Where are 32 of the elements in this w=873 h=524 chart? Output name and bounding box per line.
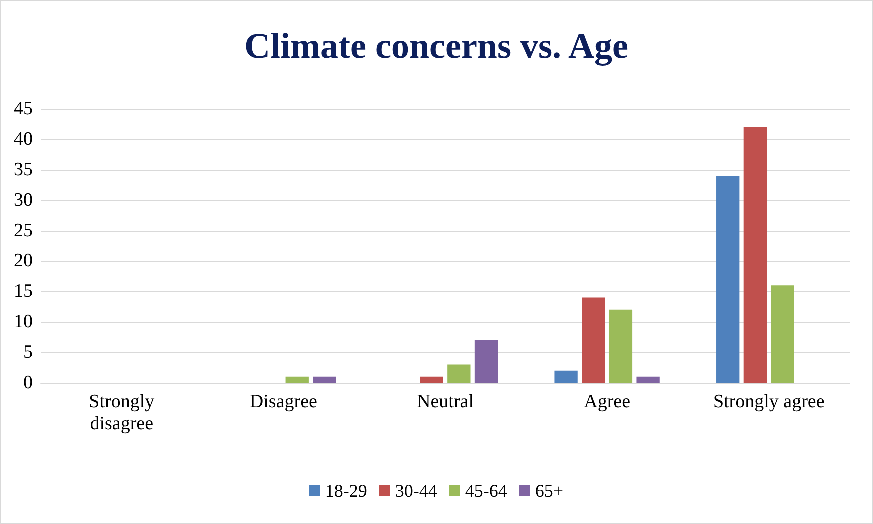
legend-label: 30-44 [395,481,438,501]
legend-label: 45-64 [465,481,508,501]
bar [716,176,740,383]
y-tick-label: 25 [14,220,33,242]
bar [474,340,498,383]
bar [636,376,660,383]
y-tick-label: 40 [14,128,33,150]
x-tick-label: Disagree [250,392,318,412]
bar [609,310,633,383]
y-tick-label: 10 [14,312,33,333]
legend-label: 65+ [535,481,564,501]
bar [448,364,471,383]
bar [313,376,336,383]
x-tick-label: Strongly agree [713,392,825,412]
x-tick-label: Strongly disagree [89,392,156,434]
y-tick-label: 35 [14,159,33,180]
bar [420,376,444,383]
legend-label: 18-29 [325,481,368,501]
bar [771,286,794,383]
bar [744,127,768,383]
y-tick-label: 15 [14,281,33,302]
bar [554,370,578,383]
x-tick-label: Neutral [417,392,474,412]
y-tick-label: 20 [14,250,33,272]
y-tick-label: 5 [24,342,33,364]
chart-title: Climate concerns vs. Age [244,26,628,66]
y-tick-label: 45 [14,98,33,120]
bar [286,376,309,383]
y-tick-label: 0 [24,372,33,394]
bar [582,298,606,383]
x-tick-label: Agree [584,392,631,412]
y-tick-label: 30 [14,190,33,211]
